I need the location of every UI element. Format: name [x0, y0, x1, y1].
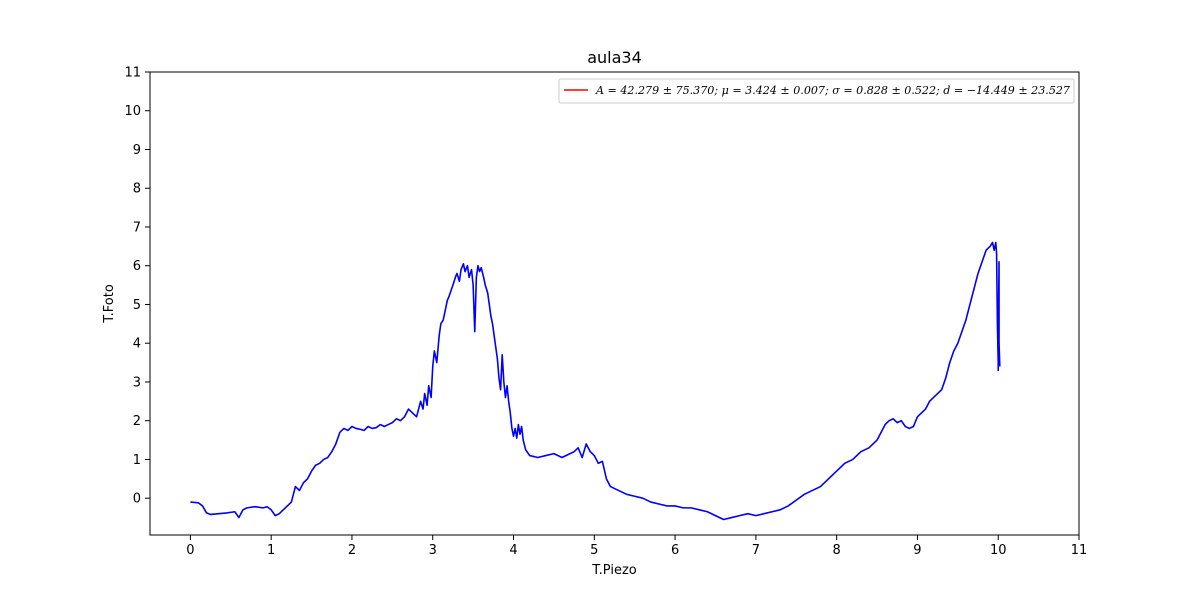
- y-tick-label: 4: [133, 337, 141, 352]
- x-tick-label: 7: [752, 543, 760, 558]
- x-tick-label: 10: [990, 543, 1007, 558]
- y-tick-label: 9: [133, 143, 141, 158]
- x-tick-label: 2: [348, 543, 356, 558]
- x-tick-label: 6: [671, 543, 679, 558]
- legend-label-fit: A = 42.279 ± 75.370; μ = 3.424 ± 0.007; …: [595, 84, 1070, 97]
- x-tick-label: 3: [429, 543, 437, 558]
- y-tick-label: 2: [133, 414, 141, 429]
- plot-area: [190, 241, 1001, 521]
- y-tick-label: 8: [133, 182, 141, 197]
- plot-frame: [149, 71, 1080, 536]
- x-tick-label: 5: [590, 543, 598, 558]
- legend: A = 42.279 ± 75.370; μ = 3.424 ± 0.007; …: [558, 78, 1075, 104]
- x-tick-label: 4: [509, 543, 517, 558]
- chart-title: aula34: [587, 48, 642, 67]
- x-tick-label: 9: [913, 543, 921, 558]
- y-tick-label: 5: [133, 298, 141, 313]
- y-tick-label: 7: [133, 220, 141, 235]
- y-axis-label: T.Foto: [102, 284, 117, 324]
- x-tick-label: 8: [833, 543, 841, 558]
- x-tick-label: 1: [267, 543, 275, 558]
- y-axis: 0 1 2 3 4 5 6 7 8 9 10 11: [124, 66, 150, 507]
- x-tick-label: 11: [1071, 543, 1088, 558]
- legend-box: [558, 78, 1075, 104]
- y-tick-label: 11: [124, 66, 141, 81]
- x-axis-label: T.Piezo: [591, 563, 637, 578]
- y-tick-label: 10: [124, 104, 141, 119]
- data-series-line: [190, 241, 1001, 521]
- x-tick-label: 0: [186, 543, 194, 558]
- x-axis: 0 1 2 3 4 5 6 7 8 9 10 11: [186, 535, 1087, 558]
- y-tick-label: 3: [133, 375, 141, 390]
- y-tick-label: 1: [133, 453, 141, 468]
- y-tick-label: 6: [133, 259, 141, 274]
- y-tick-label: 0: [133, 492, 141, 507]
